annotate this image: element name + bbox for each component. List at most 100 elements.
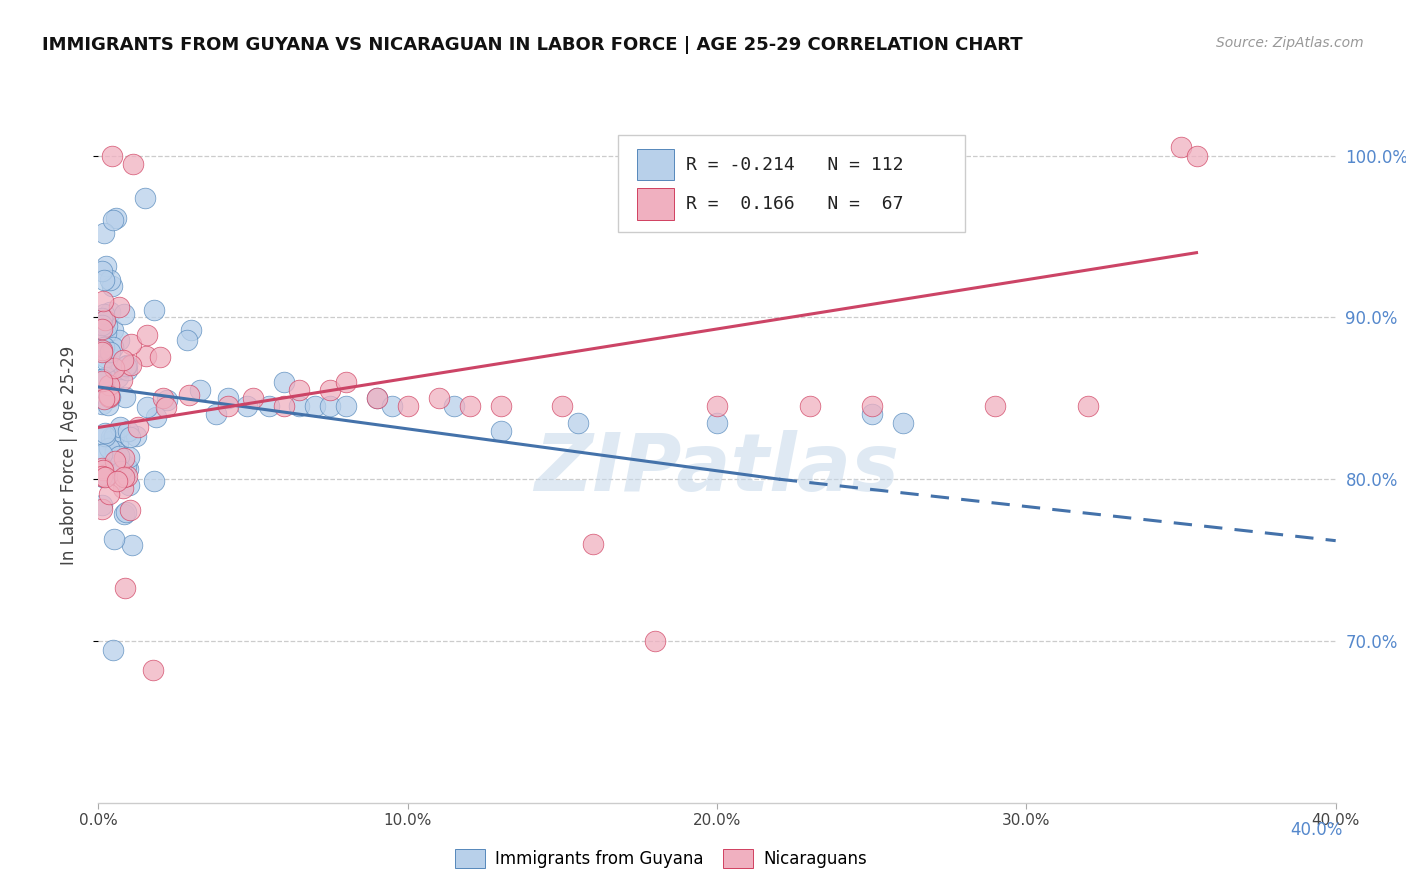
Point (396, 400, 419, 414)
Point (180, 323, 202, 337)
Point (335, 400, 357, 414)
Point (98, 390, 121, 404)
Point (319, 400, 342, 414)
Point (97, 398, 120, 412)
Point (90, 340, 112, 354)
Bar (637, 149, 673, 180)
Point (117, 363, 139, 377)
Text: R =  0.166   N =  67: R = 0.166 N = 67 (686, 195, 904, 213)
Point (91, 345, 114, 359)
Point (96, 444, 118, 458)
Point (107, 369, 129, 384)
Point (489, 424, 512, 438)
Point (149, 350, 172, 364)
Point (127, 420, 149, 434)
Point (1077, 400, 1099, 414)
Point (644, 634, 666, 648)
Point (90, 374, 112, 388)
Text: R = -0.214   N = 112: R = -0.214 N = 112 (686, 156, 904, 174)
Point (90, 328, 112, 343)
Point (135, 349, 157, 363)
Point (115, 505, 138, 519)
Point (90, 310, 112, 325)
Point (96, 355, 118, 369)
Point (90, 326, 112, 340)
Point (115, 469, 138, 483)
Point (94, 370, 117, 384)
Point (117, 462, 139, 476)
Bar (637, 188, 673, 219)
Point (111, 352, 134, 367)
Point (112, 481, 135, 495)
Point (91, 447, 114, 461)
Text: 40.0%: 40.0% (1291, 821, 1343, 838)
Point (984, 400, 1007, 414)
Point (273, 400, 295, 414)
Point (335, 375, 357, 389)
Point (366, 392, 388, 406)
Point (98, 273, 121, 287)
Point (90, 322, 112, 336)
Point (90, 318, 112, 332)
Point (98, 390, 121, 404)
Point (90, 372, 112, 386)
Point (108, 449, 131, 463)
Point (98, 305, 121, 319)
Point (103, 448, 125, 462)
Point (94, 425, 117, 440)
Point (90, 343, 112, 357)
Point (96, 326, 118, 340)
Point (90, 397, 112, 411)
Point (427, 392, 450, 406)
Point (100, 279, 122, 293)
Text: Source: ZipAtlas.com: Source: ZipAtlas.com (1216, 36, 1364, 50)
Point (114, 307, 136, 321)
Point (90, 502, 112, 516)
Point (93, 392, 115, 406)
Point (155, 392, 177, 407)
Point (94, 469, 117, 483)
Point (217, 400, 239, 414)
Point (103, 340, 125, 354)
Point (104, 443, 127, 458)
Legend: Immigrants from Guyana, Nicaraguans: Immigrants from Guyana, Nicaraguans (449, 842, 873, 875)
Text: ZIPatlas: ZIPatlas (534, 430, 900, 508)
Point (121, 538, 143, 552)
Point (567, 416, 589, 430)
FancyBboxPatch shape (619, 135, 965, 232)
Point (114, 390, 136, 404)
Point (118, 478, 141, 492)
Point (143, 303, 166, 318)
Point (90, 263, 112, 277)
Point (177, 388, 200, 402)
Point (107, 458, 129, 472)
Point (105, 458, 128, 472)
Point (96, 385, 118, 400)
Point (288, 400, 311, 414)
Point (142, 663, 165, 677)
Point (176, 334, 198, 348)
Point (117, 424, 139, 438)
Point (103, 533, 125, 547)
Point (860, 408, 883, 422)
Point (145, 409, 167, 424)
Point (257, 400, 280, 414)
Point (105, 211, 128, 225)
Point (891, 416, 914, 430)
Point (114, 581, 136, 595)
Point (120, 336, 142, 351)
Point (93, 340, 115, 354)
Point (242, 392, 264, 406)
Point (112, 470, 135, 484)
Point (489, 400, 512, 414)
Y-axis label: In Labor Force | Age 25-29: In Labor Force | Age 25-29 (59, 345, 77, 565)
Point (118, 503, 141, 517)
Point (103, 361, 125, 376)
Point (706, 400, 728, 414)
Point (90, 469, 112, 483)
Point (96, 344, 118, 359)
Point (142, 475, 165, 489)
Text: IMMIGRANTS FROM GUYANA VS NICARAGUAN IN LABOR FORCE | AGE 25-29 CORRELATION CHAR: IMMIGRANTS FROM GUYANA VS NICARAGUAN IN … (42, 36, 1022, 54)
Point (101, 323, 124, 337)
Point (90, 498, 112, 512)
